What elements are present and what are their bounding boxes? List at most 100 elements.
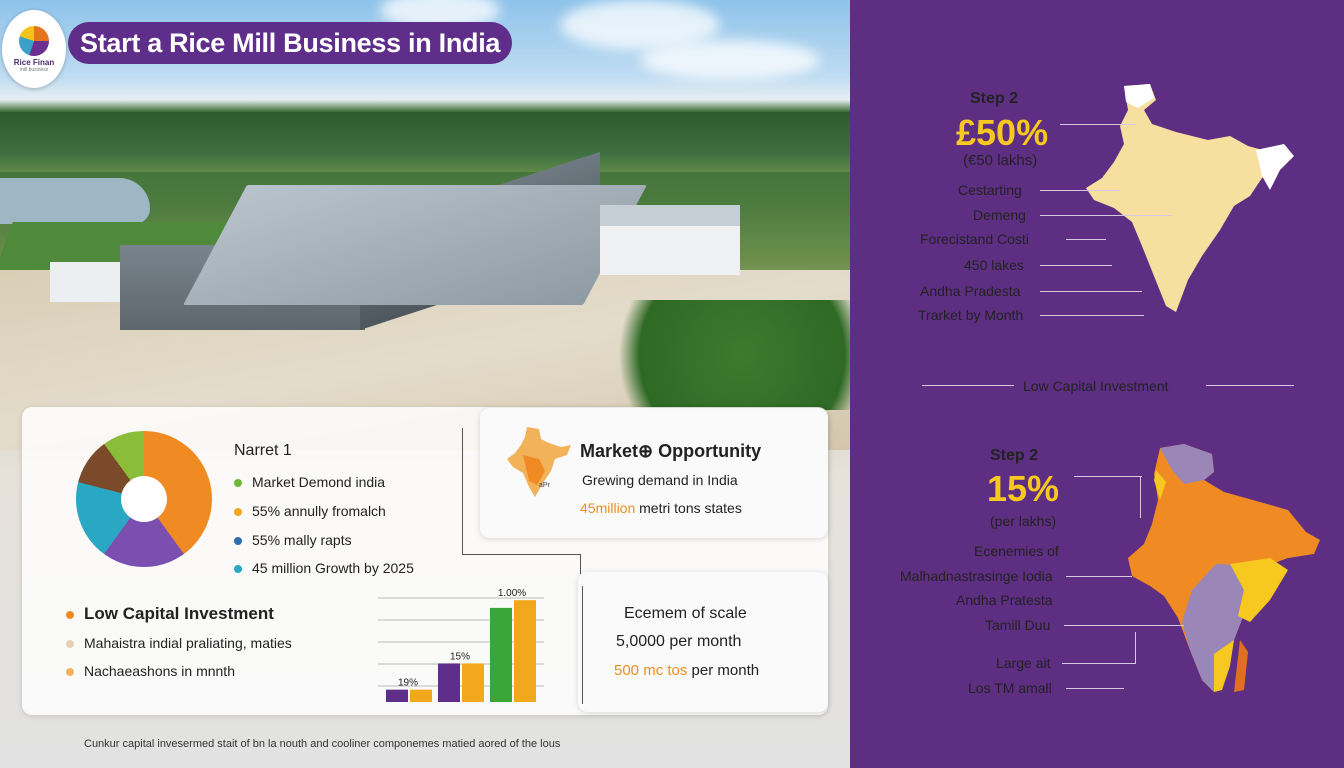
legend-label: 45 million Growth by 2025 [252,560,414,576]
step-b-label: Tamill Duu [985,617,1051,633]
pointer-line [1140,476,1141,518]
cloud [640,40,820,80]
donut-chart [76,431,212,567]
india-map-bottom [1128,444,1320,692]
step-a-label: Andha Pradesta [920,283,1021,299]
big-value-text: 15% [987,468,1060,509]
pointer-line [1062,663,1136,664]
footnote: Cunkur capital invesermed stait of bn la… [84,738,561,750]
page-title: Start a Rice Mill Business in India [68,22,513,64]
pointer-line [1040,265,1112,266]
step-a-label: 450 lakes [964,257,1024,273]
legend-item: 45 million Growth by 2025 [234,560,414,576]
bar-chart-svg: 19% 15% 1.00% [378,588,544,702]
connector-line [462,428,463,554]
investment-item: Nachaeashons in mnnth [66,663,235,679]
scale-card [578,572,828,712]
opportunity-line: Grewing demand in India [582,472,738,488]
pointer-line [1060,124,1136,125]
storage-shed [600,205,740,275]
donut-hole [121,476,167,522]
step-b-label: Ecenemies of [974,543,1059,559]
bullet-icon [66,610,74,619]
treeline [0,112,850,172]
step-b-big-value: 15% [987,468,1059,510]
connector-line [462,554,580,555]
map-label: aPr [539,482,551,489]
step-a-label: Cestarting [958,182,1022,198]
bullet-icon [66,640,74,649]
step-a-label: Demeng [973,207,1026,223]
scale-text: per month [687,662,760,679]
legend-label: 55% mally rapts [252,532,352,548]
step-b-sub: (per lakhs) [990,513,1057,529]
step-b-label: Los TM amall [968,680,1052,696]
step-a-label: Forecistand Costi [920,231,1029,247]
pointer-line [1066,688,1124,689]
bar [490,607,512,702]
logo-subtext: mill business [19,66,49,73]
connector-line [580,554,581,574]
opportunity-text: metri tons states [635,500,742,516]
pointer-line [1074,476,1142,477]
step-b-label: Large ait [996,655,1051,671]
logo-mark-icon [19,25,49,56]
bar [438,663,460,702]
india-map-icon: aPr [507,427,571,497]
pointer-line [1040,315,1144,316]
trees [580,300,850,410]
scale-line: 500 mc tos per month [614,662,759,679]
step-b-title: Step 2 [990,447,1039,464]
lake [0,178,150,224]
pointer-line [1064,625,1184,626]
divider-line [1206,385,1294,386]
opportunity-heading: Market⊕ Opportunity [580,441,762,461]
divider-line [922,385,1014,386]
bar [386,689,408,702]
side-panel [850,0,1344,768]
scale-line: 5,0000 per month [616,633,742,650]
bar-label: 15% [450,651,470,662]
investment-title: Low Capital Investment [84,604,274,623]
pointer-line [1040,215,1172,216]
step-a-label: Trarket by Month [918,307,1024,323]
highlight-value: 500 mc tos [614,662,688,679]
bar [514,600,536,702]
legend-item: 55% mally rapts [234,532,352,548]
big-value-text: £50% [956,112,1049,153]
panel-divider-title: Low Capital Investment [1023,378,1169,394]
bar-chart: 19% 15% 1.00% [374,578,564,706]
step-a-title: Step 2 [970,90,1019,107]
divider-line [582,586,583,704]
investment-item: Mahaistra indial praliating, maties [66,635,292,651]
legend-dot-icon [234,537,242,546]
pointer-line [1040,291,1142,292]
logo-text: Rice Finan [13,57,55,67]
legend-label: 55% annully fromalch [252,503,386,519]
step-a-big-value: £50% [956,112,1048,154]
legend-label: Market Demond india [252,474,386,490]
india-map-top [1086,84,1294,312]
investment-label: Mahaistra indial praliating, maties [84,635,292,651]
bar-label: 1.00% [498,588,526,599]
investment-label: Nachaeashons in mnnth [84,663,235,679]
pointer-line [1040,190,1120,191]
bar [410,689,432,702]
step-b-label: Malhadnastrasinge Iodia [900,568,1053,584]
opportunity-line: 45million metri tons states [580,500,742,516]
step-a-sub: (€50 lakhs) [963,152,1038,169]
pointer-line [1135,632,1136,663]
bar-label: 19% [398,678,418,689]
legend-dot-icon [234,479,242,488]
brand-logo: Rice Finan mill business [2,10,66,88]
investment-heading: Low Capital Investment [66,604,274,624]
legend-dot-icon [234,508,242,517]
pointer-line [1066,239,1106,240]
legend-item: Market Demond india [234,474,385,490]
step-b-label: Andha Pratesta [956,592,1053,608]
legend-dot-icon [234,565,242,574]
legend-item: 55% annully fromalch [234,503,386,519]
market-heading: Narret 1 [234,442,292,459]
scale-heading: Ecemem of scale [624,605,747,622]
bullet-icon [66,668,74,677]
